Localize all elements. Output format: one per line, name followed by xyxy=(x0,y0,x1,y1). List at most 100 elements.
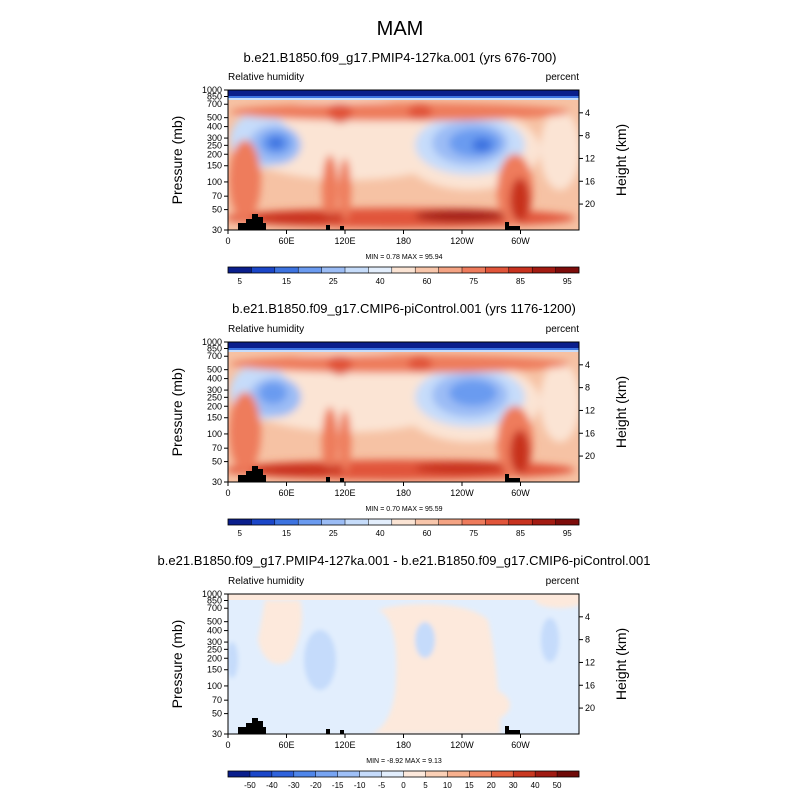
colorbar-swatch xyxy=(513,771,536,777)
colorbar-tick-label: -20 xyxy=(310,781,322,790)
panel-3-right-label: percent xyxy=(546,576,580,587)
height-tick-label: 16 xyxy=(585,680,595,690)
pressure-tick-label: 70 xyxy=(212,191,222,201)
longitude-tick-label: 60W xyxy=(511,740,530,750)
panel-1-left-label: Relative humidity xyxy=(228,72,304,83)
pressure-tick-label: 200 xyxy=(207,653,222,663)
pressure-tick-label: 30 xyxy=(212,225,222,235)
colorbar-tick-label: 40 xyxy=(376,277,385,286)
pressure-tick-label: 200 xyxy=(207,149,222,159)
pressure-tick-label: 300 xyxy=(207,637,222,647)
pressure-tick-label: 400 xyxy=(207,626,222,636)
pressure-tick-label: 250 xyxy=(207,392,222,402)
panel-3-x-ticks: 0 60E 120E 180 120W 60W xyxy=(225,734,530,750)
colorbar-tick-label: 5 xyxy=(423,781,428,790)
figure-title: MAM xyxy=(377,18,424,40)
colorbar-swatch xyxy=(403,771,426,777)
height-tick-label: 4 xyxy=(585,108,590,118)
colorbar-swatch xyxy=(415,267,439,273)
colorbar-tick-label: 10 xyxy=(443,781,452,790)
colorbar-tick-label: 25 xyxy=(329,529,338,538)
colorbar-swatch xyxy=(535,771,558,777)
pressure-tick-label: 850 xyxy=(207,91,222,101)
colorbar-tick-label: 95 xyxy=(563,277,572,286)
colorbar-swatch xyxy=(557,771,580,777)
height-tick-label: 12 xyxy=(585,657,595,667)
colorbar-tick-label: 15 xyxy=(282,277,291,286)
height-tick-label: 20 xyxy=(585,451,595,461)
colorbar-swatch xyxy=(315,771,338,777)
colorbar-tick-label: 85 xyxy=(516,277,525,286)
panel-1-colorbar: 5 15 25 40 60 75 85 95 xyxy=(227,266,580,286)
pressure-tick-label: 850 xyxy=(207,343,222,353)
panel-2-ylabel: Pressure (mb) xyxy=(169,368,185,457)
pressure-tick-label: 50 xyxy=(212,709,222,719)
colorbar-swatch xyxy=(532,267,556,273)
panel-2-height-ticks: 4 8 12 16 20 xyxy=(579,360,595,461)
colorbar-tick-label: 15 xyxy=(282,529,291,538)
pressure-tick-label: 30 xyxy=(212,477,222,487)
colorbar-swatch xyxy=(381,771,404,777)
colorbar-swatch xyxy=(368,267,393,273)
colorbar-tick-label: -15 xyxy=(332,781,344,790)
colorbar-swatch xyxy=(274,267,299,273)
pressure-tick-label: 400 xyxy=(207,374,222,384)
panel-3-left-label: Relative humidity xyxy=(228,576,304,587)
panel-3-height-ticks: 4 8 12 16 20 xyxy=(579,612,595,713)
pressure-tick-label: 150 xyxy=(207,665,222,675)
height-tick-label: 20 xyxy=(585,703,595,713)
longitude-tick-label: 0 xyxy=(225,740,230,750)
colorbar-swatch xyxy=(555,519,580,525)
pressure-tick-label: 700 xyxy=(207,603,222,613)
panel-2: b.e21.B1850.f09_g17.CMIP6-piControl.001 … xyxy=(169,301,629,538)
panel-3: b.e21.B1850.f09_g17.PMIP4-127ka.001 - b.… xyxy=(158,553,651,790)
colorbar-tick-label: 40 xyxy=(376,529,385,538)
colorbar-swatch xyxy=(298,267,322,273)
colorbar-swatch xyxy=(345,267,369,273)
colorbar-tick-label: -50 xyxy=(244,781,256,790)
colorbar-frame xyxy=(227,518,580,526)
pressure-tick-label: 400 xyxy=(207,122,222,132)
colorbar-swatch xyxy=(555,267,580,273)
height-tick-label: 8 xyxy=(585,383,590,393)
height-tick-label: 12 xyxy=(585,405,595,415)
panel-1-title: b.e21.B1850.f09_g17.PMIP4-127ka.001 (yrs… xyxy=(244,50,557,65)
colorbar-swatch xyxy=(415,519,439,525)
pressure-tick-label: 1000 xyxy=(202,85,222,95)
height-tick-label: 16 xyxy=(585,428,595,438)
pressure-tick-label: 500 xyxy=(207,365,222,375)
colorbar-swatch xyxy=(228,519,252,525)
pressure-tick-label: 100 xyxy=(207,177,222,187)
colorbar-swatch xyxy=(532,519,556,525)
longitude-tick-label: 180 xyxy=(396,488,411,498)
colorbar-swatch xyxy=(228,771,251,777)
pressure-tick-label: 30 xyxy=(212,729,222,739)
panel-2-x-ticks: 0 60E 120E 180 120W 60W xyxy=(225,482,530,498)
pressure-tick-label: 1000 xyxy=(202,337,222,347)
colorbar-swatch xyxy=(368,519,393,525)
colorbar-swatch xyxy=(447,771,470,777)
colorbar-swatch xyxy=(337,771,360,777)
colorbar-swatch xyxy=(425,771,448,777)
pressure-tick-label: 1000 xyxy=(202,589,222,599)
colorbar-swatch xyxy=(438,519,463,525)
longitude-tick-label: 60E xyxy=(278,740,294,750)
colorbar-swatch xyxy=(274,519,299,525)
pressure-tick-label: 850 xyxy=(207,595,222,605)
panel-2-right-label: percent xyxy=(546,324,580,335)
pressure-tick-label: 700 xyxy=(207,99,222,109)
pressure-tick-label: 70 xyxy=(212,695,222,705)
pressure-tick-label: 300 xyxy=(207,385,222,395)
panel-1-ylabel-right: Height (km) xyxy=(613,124,629,196)
colorbar-swatch xyxy=(321,519,346,525)
colorbar-swatch xyxy=(462,267,486,273)
pressure-tick-label: 200 xyxy=(207,401,222,411)
pressure-tick-label: 70 xyxy=(212,443,222,453)
colorbar-tick-label: -5 xyxy=(378,781,386,790)
colorbar-tick-label: 5 xyxy=(237,529,242,538)
colorbar-tick-label: 0 xyxy=(401,781,406,790)
pressure-tick-label: 150 xyxy=(207,413,222,423)
